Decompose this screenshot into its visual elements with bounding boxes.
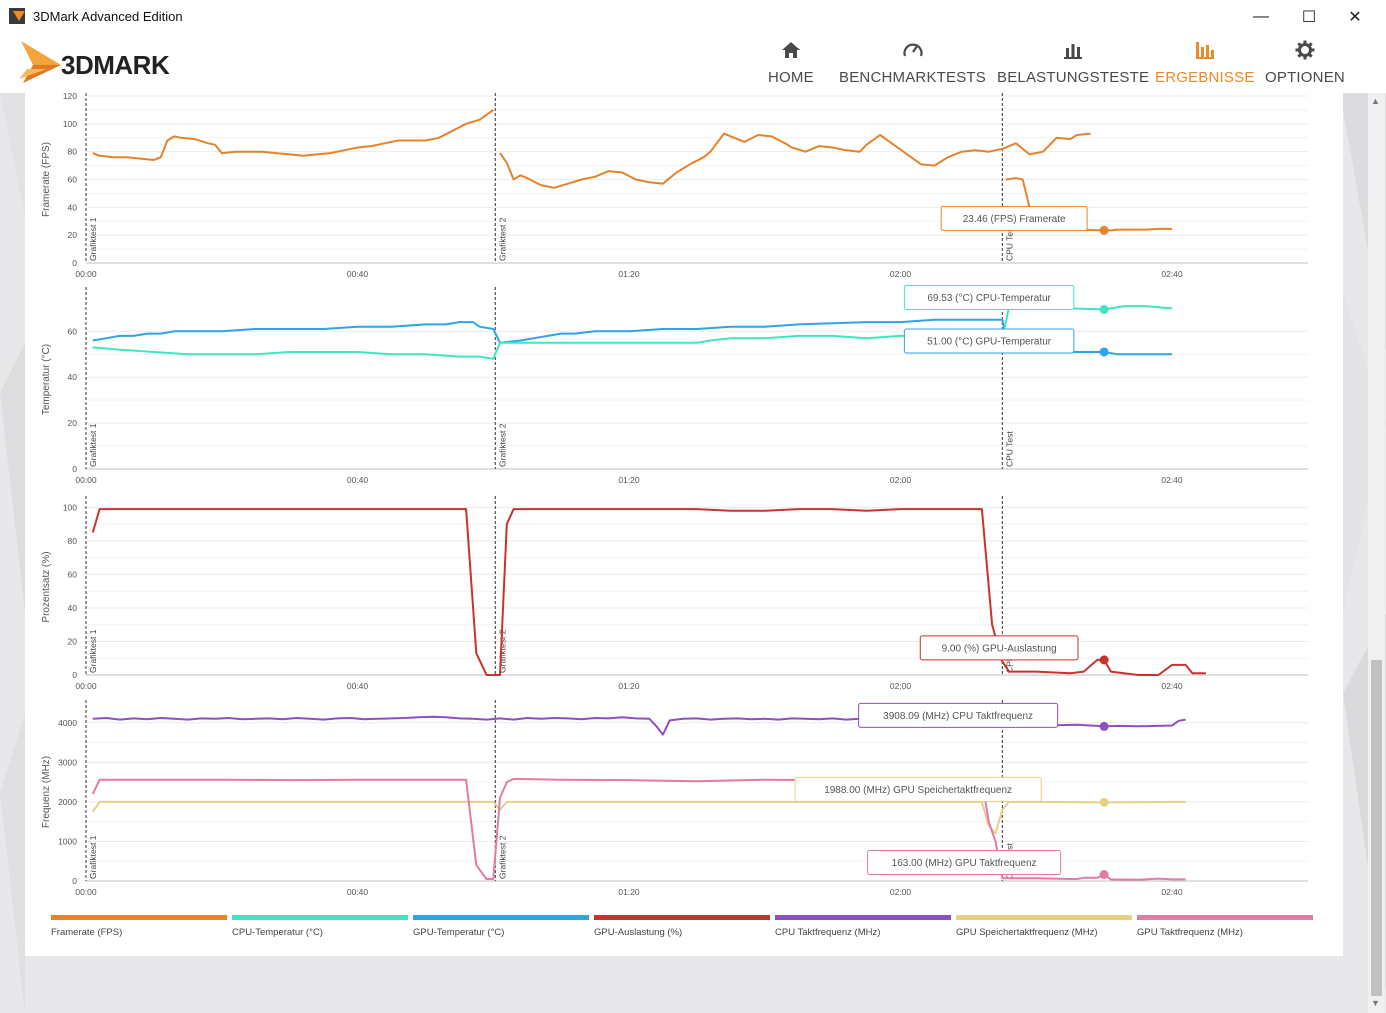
scroll-up-icon[interactable]: ▲ [1371, 96, 1380, 106]
legend-label: Framerate (FPS) [51, 927, 123, 938]
legend-item-gpu-mem-clock[interactable]: GPU Speichertaktfrequenz (MHz) [956, 915, 1132, 938]
scroll-down-icon[interactable]: ▼ [1371, 998, 1380, 1008]
title-bar: 3DMark Advanced Edition — ☐ ✕ [0, 0, 1386, 33]
results-panel [25, 93, 1343, 956]
legend-label: GPU Taktfrequenz (MHz) [1137, 927, 1243, 938]
legend-label: GPU-Temperatur (°C) [413, 927, 505, 938]
maximize-button[interactable]: ☐ [1301, 8, 1317, 26]
nav-benchmarktests-label: BENCHMARKTESTS [839, 69, 986, 86]
legend-swatch [594, 915, 770, 920]
window-title: 3DMark Advanced Edition [33, 9, 183, 24]
app-header: 3DMARK HOME BENCHMARKTESTS BELASTUNGSTES… [0, 33, 1386, 93]
minimize-button[interactable]: — [1253, 7, 1269, 25]
logo-wordmark: 3DMARK [61, 50, 170, 80]
nav-home[interactable]: HOME [768, 39, 814, 86]
legend-item-gpu-temp[interactable]: GPU-Temperatur (°C) [413, 915, 589, 938]
legend-label: CPU-Temperatur (°C) [232, 927, 323, 938]
legend-item-gpu-clock[interactable]: GPU Taktfrequenz (MHz) [1137, 915, 1313, 938]
legend-item-cpu-clock[interactable]: CPU Taktfrequenz (MHz) [775, 915, 951, 938]
legend-item-framerate[interactable]: Framerate (FPS) [51, 915, 227, 938]
nav-optionen[interactable]: OPTIONEN [1265, 39, 1345, 86]
legend-swatch [1137, 915, 1313, 920]
legend-label: GPU Speichertaktfrequenz (MHz) [956, 927, 1098, 938]
legend-item-cpu-temp[interactable]: CPU-Temperatur (°C) [232, 915, 408, 938]
nav-benchmarktests[interactable]: BENCHMARKTESTS [839, 39, 986, 86]
nav-belastungsteste-label: BELASTUNGSTESTE [997, 69, 1150, 86]
legend-item-gpu-load[interactable]: GPU-Auslastung (%) [594, 915, 770, 938]
legend-swatch [775, 915, 951, 920]
nav-optionen-label: OPTIONEN [1265, 69, 1345, 86]
results-icon [1195, 42, 1214, 59]
legend-swatch [413, 915, 589, 920]
home-icon [781, 42, 800, 58]
3dmark-logo-mark-icon [19, 41, 61, 83]
legend-swatch [232, 915, 408, 920]
legend-swatch [51, 915, 227, 920]
scrollbar-thumb[interactable] [1371, 660, 1382, 996]
gear-icon [1295, 40, 1315, 60]
nav-home-label: HOME [768, 69, 814, 86]
nav-ergebnisse-label: ERGEBNISSE [1155, 69, 1255, 86]
legend-swatch [956, 915, 1132, 920]
nav-ergebnisse[interactable]: ERGEBNISSE [1155, 39, 1255, 86]
gauge-icon [902, 43, 923, 57]
3dmark-logo[interactable]: 3DMARK [17, 39, 227, 85]
legend-label: CPU Taktfrequenz (MHz) [775, 927, 881, 938]
legend-label: GPU-Auslastung (%) [594, 927, 683, 938]
close-button[interactable]: ✕ [1348, 8, 1362, 26]
app-logo-icon [9, 8, 25, 24]
nav-belastungsteste[interactable]: BELASTUNGSTESTE [997, 39, 1149, 86]
bars-icon [1064, 44, 1083, 59]
